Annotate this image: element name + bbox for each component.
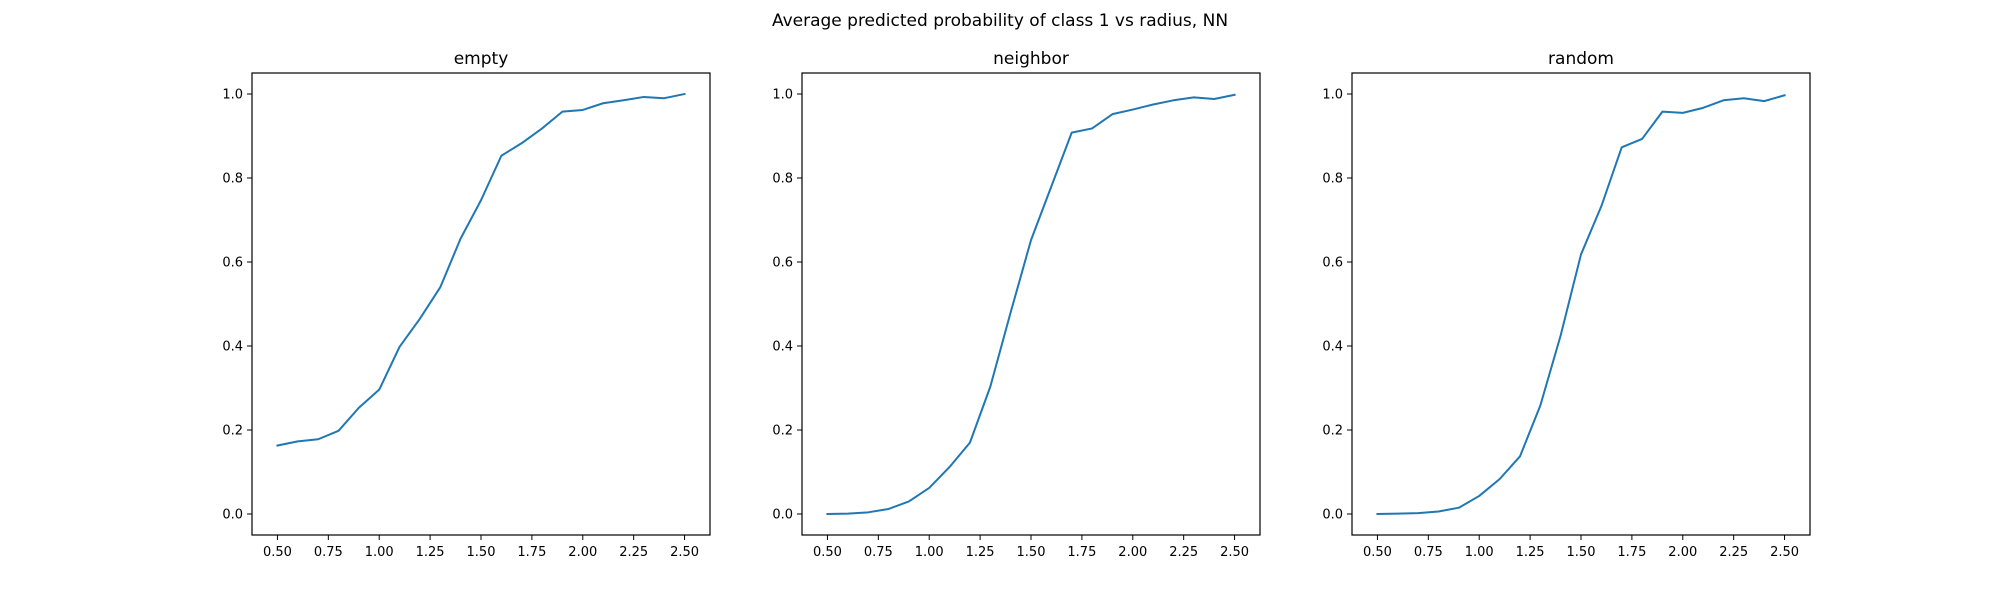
x-tick-label: 1.50	[1017, 545, 1046, 560]
y-tick-label: 0.6	[222, 256, 243, 271]
x-tick-label: 2.25	[619, 545, 648, 560]
y-tick-label: 0.8	[772, 172, 793, 187]
x-tick-label: 1.00	[915, 545, 944, 560]
series-line	[826, 93, 1236, 516]
y-tick-label: 0.2	[222, 424, 243, 439]
y-tick-label: 0.8	[1322, 172, 1343, 187]
x-tick-label: 0.50	[813, 545, 842, 560]
plot-area: 0.50 0.75 1.00 1.25 1.50 1.75 2.00 2.25 2.50 0.0 0…	[222, 72, 711, 560]
x-tick-label: 1.00	[365, 545, 394, 560]
x-tick-label: 1.75	[1617, 545, 1646, 560]
y-tick-label: 0.0	[1322, 508, 1343, 523]
panel-random: random 0.50 0.75 1.00 1.25 1.50 1.75 2.00 2.25 2…	[1322, 49, 1811, 560]
y-tick-label: 1.0	[1322, 88, 1343, 103]
series-line	[1376, 94, 1786, 516]
x-tick-label: 1.50	[467, 545, 496, 560]
figure-title: Average predicted probability of class 1…	[772, 11, 1228, 31]
x-tick-label: 1.75	[1067, 545, 1096, 560]
plot-area: 0.50 0.75 1.00 1.25 1.50 1.75 2.00 2.25 2.50 0.0 0…	[1322, 72, 1811, 560]
y-tick-label: 0.4	[222, 340, 243, 355]
y-tick-label: 0.2	[1322, 424, 1343, 439]
x-tick-label: 2.50	[1770, 545, 1799, 560]
y-tick-label: 0.4	[1322, 340, 1343, 355]
y-tick-label: 0.0	[772, 508, 793, 523]
y-tick-label: 0.4	[772, 340, 793, 355]
x-tick-label: 0.75	[1414, 545, 1443, 560]
panel-title: empty	[454, 49, 509, 69]
x-tick-label: 0.50	[263, 545, 292, 560]
x-tick-label: 1.75	[517, 545, 546, 560]
panel-title: random	[1548, 49, 1614, 69]
y-tick-label: 0.8	[222, 172, 243, 187]
x-tick-label: 2.00	[1118, 545, 1147, 560]
y-tick-label: 1.0	[772, 88, 793, 103]
x-tick-label: 2.25	[1719, 545, 1748, 560]
x-tick-label: 1.25	[966, 545, 995, 560]
x-tick-label: 2.50	[670, 545, 699, 560]
x-tick-label: 1.00	[1465, 545, 1494, 560]
panel-title: neighbor	[993, 49, 1069, 69]
x-tick-label: 2.00	[1668, 545, 1697, 560]
x-tick-label: 1.25	[416, 545, 445, 560]
x-tick-label: 1.50	[1567, 545, 1596, 560]
panel-empty: empty 0.50 0.75 1.00 1.25 1.50 1.75 2.00 2.25 2.…	[222, 49, 711, 560]
series-line	[276, 92, 686, 447]
y-tick-label: 0.0	[222, 508, 243, 523]
x-tick-label: 2.00	[568, 545, 597, 560]
x-tick-label: 0.50	[1363, 545, 1392, 560]
x-tick-label: 2.50	[1220, 545, 1249, 560]
y-tick-label: 0.6	[1322, 256, 1343, 271]
y-tick-label: 1.0	[222, 88, 243, 103]
x-tick-label: 1.25	[1516, 545, 1545, 560]
x-tick-label: 0.75	[864, 545, 893, 560]
panel-neighbor: neighbor 0.50 0.75 1.00 1.25 1.50 1.75 2.00 2.2…	[772, 49, 1261, 560]
y-tick-label: 0.2	[772, 424, 793, 439]
plot-area: 0.50 0.75 1.00 1.25 1.50 1.75 2.00 2.25 2.50 0.0 0…	[772, 72, 1261, 560]
x-tick-label: 0.75	[314, 545, 343, 560]
x-tick-label: 2.25	[1169, 545, 1198, 560]
y-tick-label: 0.6	[772, 256, 793, 271]
